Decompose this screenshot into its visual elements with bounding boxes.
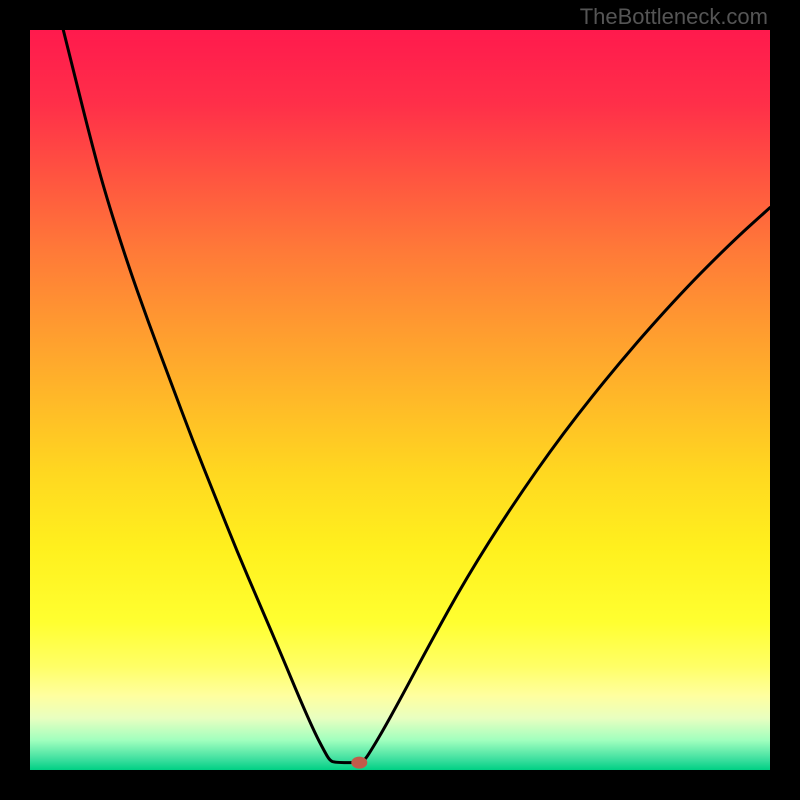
optimum-marker — [351, 757, 367, 769]
plot-area — [30, 30, 770, 770]
chart-frame: TheBottleneck.com — [0, 0, 800, 800]
watermark-text: TheBottleneck.com — [580, 4, 768, 30]
curve-path — [63, 30, 770, 763]
bottleneck-curve — [30, 30, 770, 770]
